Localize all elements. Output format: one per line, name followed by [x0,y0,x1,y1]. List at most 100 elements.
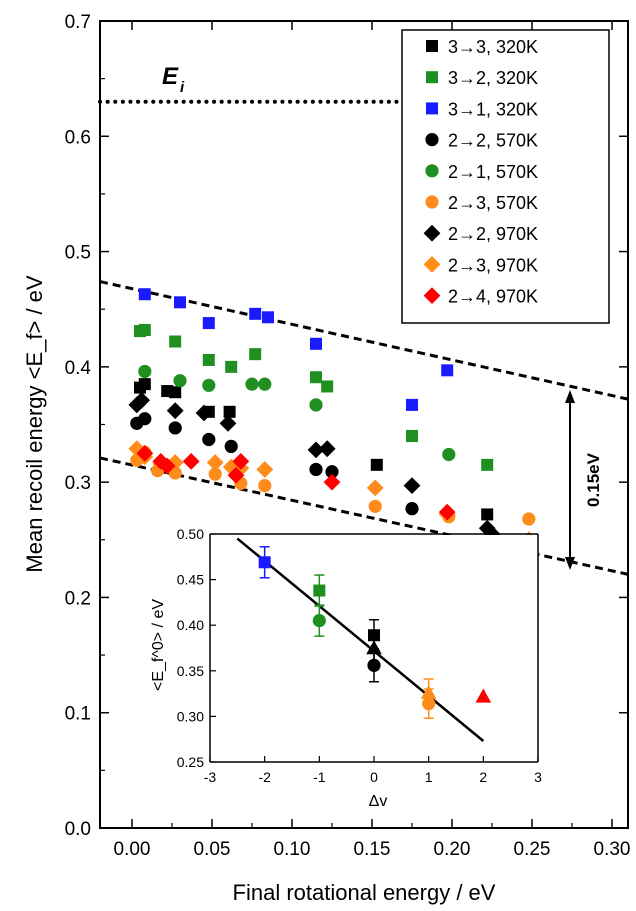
inset-data-point-0 [258,556,271,569]
data-point-series-2 [174,296,186,309]
y-axis-title: Mean recoil energy <E_f> / eV [22,275,47,572]
legend-label-series-6: 2→2, 970K [448,224,538,244]
y-tick-label: 0.2 [65,588,91,609]
data-point-series-6 [166,402,184,420]
ei-label-main: E [162,63,179,90]
legend-label-series-4: 2→1, 570K [448,162,538,182]
data-point-series-4 [173,374,187,388]
inset-data-point-8 [475,688,492,703]
legend-label-series-8: 2→4, 970K [448,287,538,307]
inset-x-tick-label: -2 [258,769,271,785]
data-point-series-4 [245,377,259,391]
ei-label-sub: i [180,79,185,96]
data-point-series-8 [232,452,250,470]
legend-label-series-1: 3→2, 320K [448,68,538,88]
data-point-series-1 [138,323,151,336]
data-point-series-1 [321,380,334,393]
legend-label-series-7: 2→3, 970K [448,255,538,275]
y-tick-label: 0.1 [65,704,91,725]
legend-marker-series-4 [425,164,439,178]
data-point-series-3 [202,432,216,447]
legend-marker-series-0 [426,40,438,52]
inset-data-point-7 [422,697,436,711]
data-point-series-6 [128,396,146,414]
x-tick-label: 0.10 [274,839,311,860]
inset-x-tick-label: 2 [479,769,487,785]
band-annotation: 0.15eV [565,390,603,570]
data-point-series-8 [227,466,245,484]
data-point-series-6 [219,414,237,432]
data-point-series-2 [441,364,454,377]
data-point-series-8 [136,444,154,462]
band-label: 0.15eV [584,452,603,507]
legend-marker-series-7 [423,256,441,273]
x-tick-label: 0.20 [434,839,471,860]
data-point-series-7 [206,454,224,471]
inset-data-point-5 [367,658,381,672]
data-point-series-1 [310,371,322,384]
legend-marker-series-2 [426,102,438,115]
y-tick-label: 0.0 [65,819,91,840]
data-point-series-6 [133,391,150,409]
inset-y-tick-label: 0.25 [177,754,204,770]
data-point-series-4 [309,398,323,412]
inset-data-point-4 [366,640,382,655]
inset-x-tick-label: 0 [370,769,378,785]
data-point-series-4 [442,447,456,462]
inset-x-tick-label: 1 [425,769,433,785]
data-point-series-6 [195,404,213,422]
legend-marker-series-3 [425,133,439,147]
data-point-series-3 [168,421,182,435]
data-point-series-3 [224,439,238,454]
data-point-series-1 [249,348,262,361]
legend-marker-series-6 [423,224,441,242]
data-point-series-8 [158,457,176,475]
inset-y-axis-title-text: <E_f^0> / eV [150,599,167,691]
data-point-series-0 [370,458,383,471]
data-point-series-5 [208,467,222,481]
legend-marker-series-8 [423,287,441,304]
data-point-series-2 [406,398,418,411]
inset-y-tick-label: 0.50 [177,526,204,542]
inset-x-axis-title: Δv [369,793,388,810]
legend-label-series-5: 2→3, 570K [448,193,538,213]
inset-y-tick-label: 0.30 [177,708,204,724]
inset-data-point-2 [312,614,326,628]
data-point-series-6 [318,440,336,458]
data-point-series-4 [138,364,152,379]
data-point-series-5 [258,479,272,493]
legend-marker-series-5 [425,195,439,209]
inset-y-tick-label: 0.40 [177,617,204,633]
x-tick-label: 0.05 [194,839,231,860]
data-points [128,288,538,553]
data-point-series-1 [481,458,494,471]
y-tick-label: 0.5 [65,243,91,264]
x-tick-label: 0.30 [594,839,631,860]
legend-entries: 3→3, 320K 3→2, 320K 3→1, 320K 2→2, 570K 2→1,… [423,37,538,307]
data-point-series-1 [406,430,418,443]
y-tick-label: 0.4 [65,358,92,379]
data-point-series-2 [202,317,215,330]
inset-data [236,537,492,742]
x-axis-title: Final rotational energy / eV [233,880,496,905]
data-point-series-0 [138,378,151,391]
data-point-series-8 [182,452,200,470]
data-point-series-5 [368,499,382,513]
inset-fit-line [236,537,485,742]
data-point-series-7 [366,479,384,497]
data-point-series-8 [323,473,341,491]
data-point-series-3 [405,502,419,516]
band-arrow-head-down [565,557,575,570]
legend: 3→3, 320K 3→2, 320K 3→1, 320K 2→2, 570K 2→1,… [401,29,610,324]
data-point-series-0 [223,405,236,418]
data-point-series-6 [307,441,325,459]
legend-label-series-3: 2→2, 570K [448,131,538,151]
inset-x-tick-label: -1 [313,769,326,785]
y-tick-label: 0.3 [65,473,91,494]
data-point-series-1 [169,335,182,348]
inset-axis-ticks: -3 -2 -1 0 1 2 3 0.25 0.30 0.35 0.40 0.45 0.50 [177,526,542,785]
data-point-series-2 [262,311,274,324]
data-point-series-4 [258,377,272,391]
data-point-series-2 [249,307,262,320]
